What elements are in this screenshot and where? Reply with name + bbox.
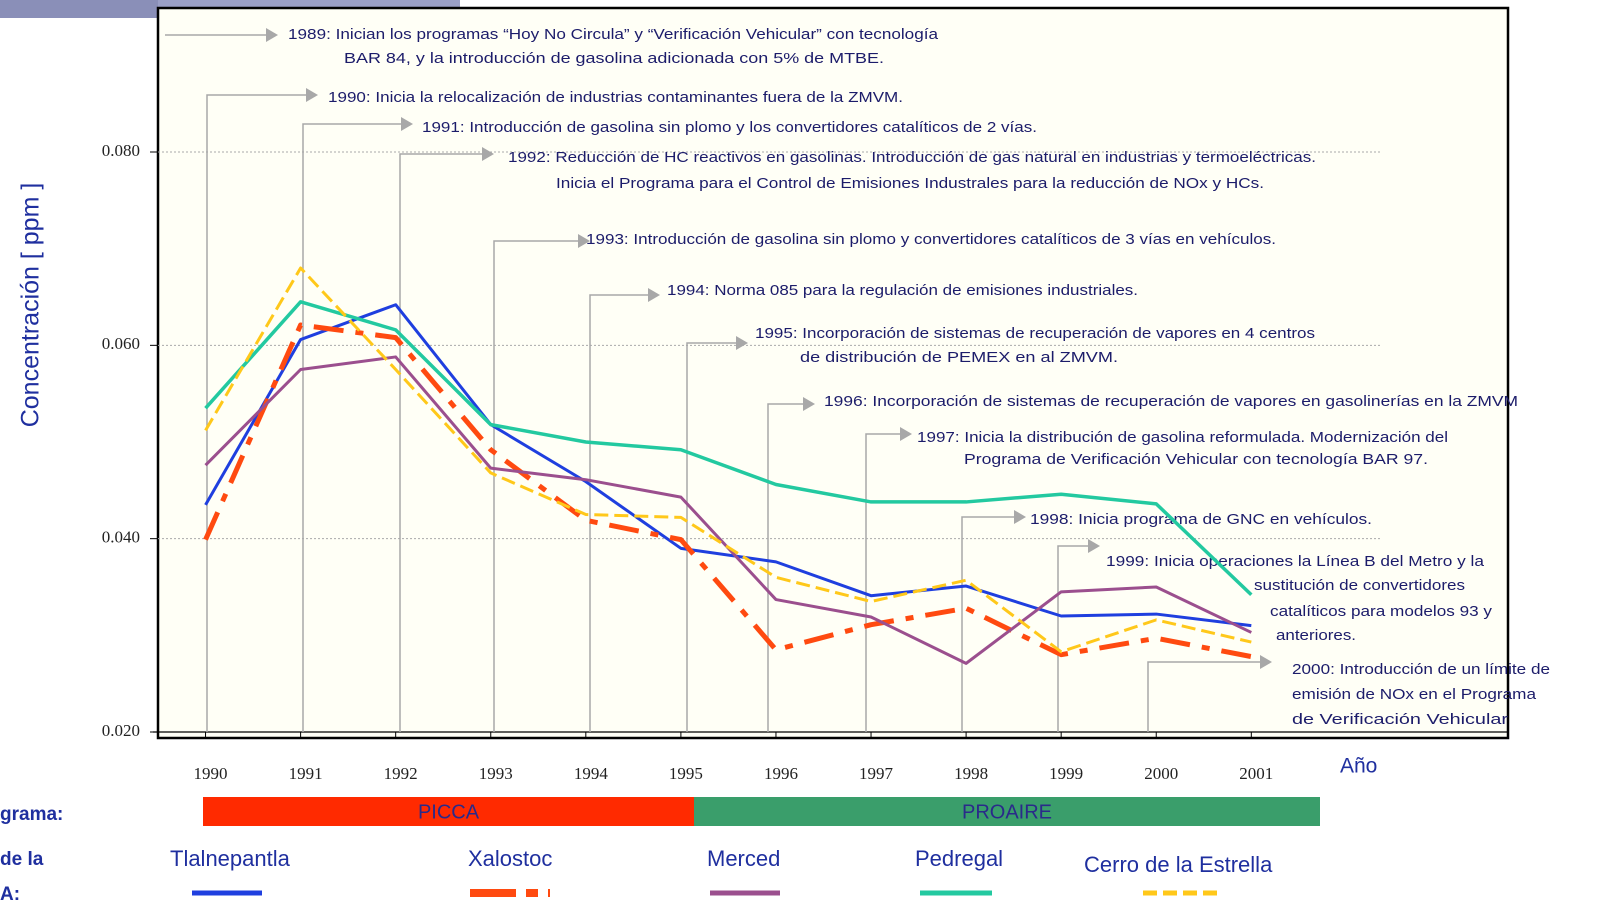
y-tick-label: 0.060 <box>102 334 140 353</box>
annotation-arrow <box>399 153 484 732</box>
stations-label: A: <box>0 884 20 905</box>
annotation-arrow <box>589 294 650 732</box>
x-tick-label: 1997 <box>859 764 894 783</box>
program-label: PICCA <box>418 801 480 823</box>
y-tick-label: 0.080 <box>102 141 140 160</box>
arrow-head <box>900 427 912 441</box>
annotation-text: emisión de NOx en el Programa <box>1292 686 1537 703</box>
arrow-head <box>1088 539 1100 553</box>
x-tick-label: 1993 <box>479 764 513 783</box>
stations-label: de la <box>0 849 44 870</box>
program-label: PROAIRE <box>962 801 1052 823</box>
arrow-head <box>803 397 815 411</box>
annotation-text: de distribución de PEMEX en al ZMVM. <box>800 349 1118 366</box>
legend-label: Merced <box>707 846 780 871</box>
plot-frame <box>156 6 1510 740</box>
x-tick-label: 1999 <box>1049 764 1083 783</box>
annotation-text: 1996: Incorporación de sistemas de recup… <box>824 393 1518 410</box>
x-tick-label: 1994 <box>574 764 609 783</box>
arrow-head <box>306 88 318 102</box>
annotation-text: Programa de Verificación Vehicular con t… <box>964 451 1428 468</box>
arrow-head <box>266 28 278 42</box>
annotation-arrow <box>206 94 308 732</box>
series-line <box>204 300 1253 596</box>
annotation-arrow <box>686 342 738 732</box>
programs-label: grama: <box>0 804 63 825</box>
y-axis-label: Concentración [ ppm ] <box>17 183 45 428</box>
annotation-text: 1992: Reducción de HC reactivos en gasol… <box>508 149 1316 166</box>
annotation-text: sustitución de convertidores <box>1254 577 1465 594</box>
arrow-head <box>482 147 494 161</box>
annotation-arrow <box>865 433 902 732</box>
legend-label: Cerro de la Estrella <box>1084 852 1273 877</box>
annotation-text: 1993: Introducción de gasolina sin plomo… <box>586 231 1276 248</box>
program-bar <box>694 797 1320 826</box>
y-tick-label: 0.020 <box>102 721 140 740</box>
legend-label: Pedregal <box>915 846 1003 871</box>
annotation-text: 1997: Inicia la distribución de gasolina… <box>917 429 1448 446</box>
annotation-arrow <box>493 240 580 732</box>
annotation-text: anteriores. <box>1276 627 1356 644</box>
legend-label: Tlalnepantla <box>170 846 291 871</box>
x-tick-label: 1996 <box>764 764 798 783</box>
x-axis-label: Año <box>1340 755 1377 778</box>
arrow-head <box>1260 655 1272 669</box>
annotation-arrow <box>767 403 805 732</box>
annotation-arrow <box>1147 661 1262 732</box>
annotation-text: de Verificación Vehicular <box>1292 711 1508 728</box>
annotation-text: 2000: Introducción de un límite de <box>1292 661 1550 678</box>
annotation-text: 1995: Incorporación de sistemas de recup… <box>755 325 1315 342</box>
program-bar <box>203 797 694 826</box>
x-tick-label: 2000 <box>1144 764 1178 783</box>
x-tick-label: 1992 <box>384 764 418 783</box>
annotation-arrow <box>302 123 403 732</box>
annotation-text: 1990: Inicia la relocalización de indust… <box>328 89 903 106</box>
decor-bar <box>0 0 158 18</box>
x-tick-label: 1991 <box>289 764 323 783</box>
annotation-arrow <box>1057 545 1090 732</box>
series-line <box>204 266 1252 654</box>
arrow-head <box>401 117 413 131</box>
arrow-head <box>648 288 660 302</box>
arrow-head <box>578 234 590 248</box>
x-tick-label: 1995 <box>669 764 703 783</box>
x-tick-label: 2001 <box>1239 764 1273 783</box>
annotation-text: BAR 84, y la introducción de gasolina ad… <box>344 50 884 67</box>
series-line <box>204 303 1252 628</box>
annotation-text: 1991: Introducción de gasolina sin plomo… <box>422 119 1037 136</box>
y-tick-label: 0.040 <box>102 528 140 547</box>
arrow-head <box>1014 510 1026 524</box>
x-tick-label: 1998 <box>954 764 988 783</box>
arrow-head <box>736 336 748 350</box>
series-line <box>203 322 1252 660</box>
x-tick-label: 1990 <box>194 764 228 783</box>
annotation-text: 1994: Norma 085 para la regulación de em… <box>667 282 1138 299</box>
annotation-text: 1998: Inicia programa de GNC en vehículo… <box>1030 511 1372 528</box>
annotation-text: 1989: Inician los programas “Hoy No Circ… <box>288 26 939 43</box>
annotation-text: Inicia el Programa para el Control de Em… <box>556 175 1264 192</box>
annotation-text: 1999: Inicia operaciones la Línea B del … <box>1106 553 1485 570</box>
legend-label: Xalostoc <box>468 846 552 871</box>
annotation-text: catalíticos para modelos 93 y <box>1270 603 1493 620</box>
